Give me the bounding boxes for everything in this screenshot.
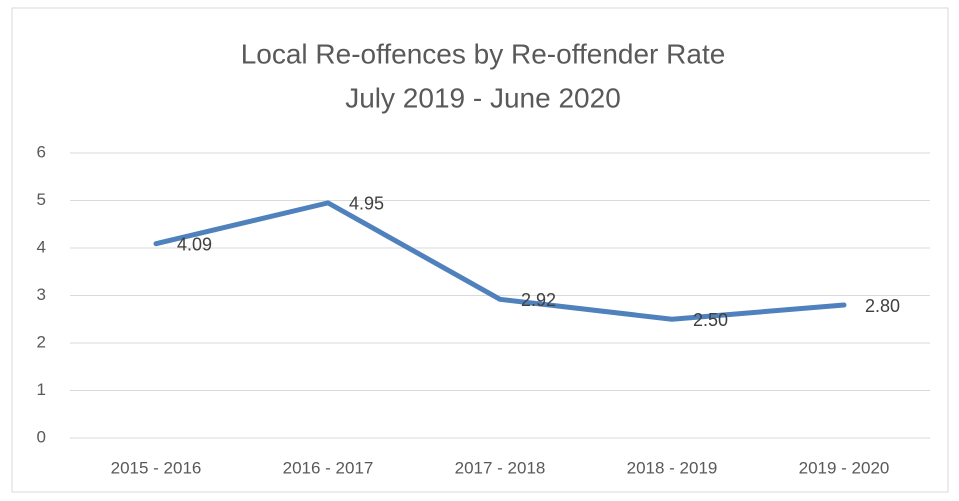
y-tick-label: 3 [37, 285, 46, 304]
data-label: 4.95 [349, 194, 384, 214]
y-tick-label: 4 [37, 237, 46, 256]
y-tick-label: 6 [37, 142, 46, 161]
y-tick-label: 2 [37, 332, 46, 351]
y-tick-label: 5 [37, 190, 46, 209]
data-label: 4.09 [177, 234, 212, 254]
chart-subtitle: July 2019 - June 2020 [345, 82, 621, 113]
x-tick-label: 2019 - 2020 [799, 458, 890, 477]
x-tick-label: 2017 - 2018 [455, 458, 546, 477]
y-tick-label: 1 [37, 380, 46, 399]
x-tick-label: 2018 - 2019 [627, 458, 718, 477]
data-label: 2.92 [521, 290, 556, 310]
x-tick-label: 2016 - 2017 [283, 458, 374, 477]
data-line [153, 200, 847, 322]
y-tick-label: 0 [37, 427, 46, 446]
data-label: 2.50 [693, 310, 728, 330]
chart-title: Local Re-offences by Re-offender Rate [241, 38, 726, 69]
data-label: 2.80 [865, 296, 900, 316]
chart-border [11, 7, 949, 493]
x-tick-label: 2015 - 2016 [111, 458, 202, 477]
